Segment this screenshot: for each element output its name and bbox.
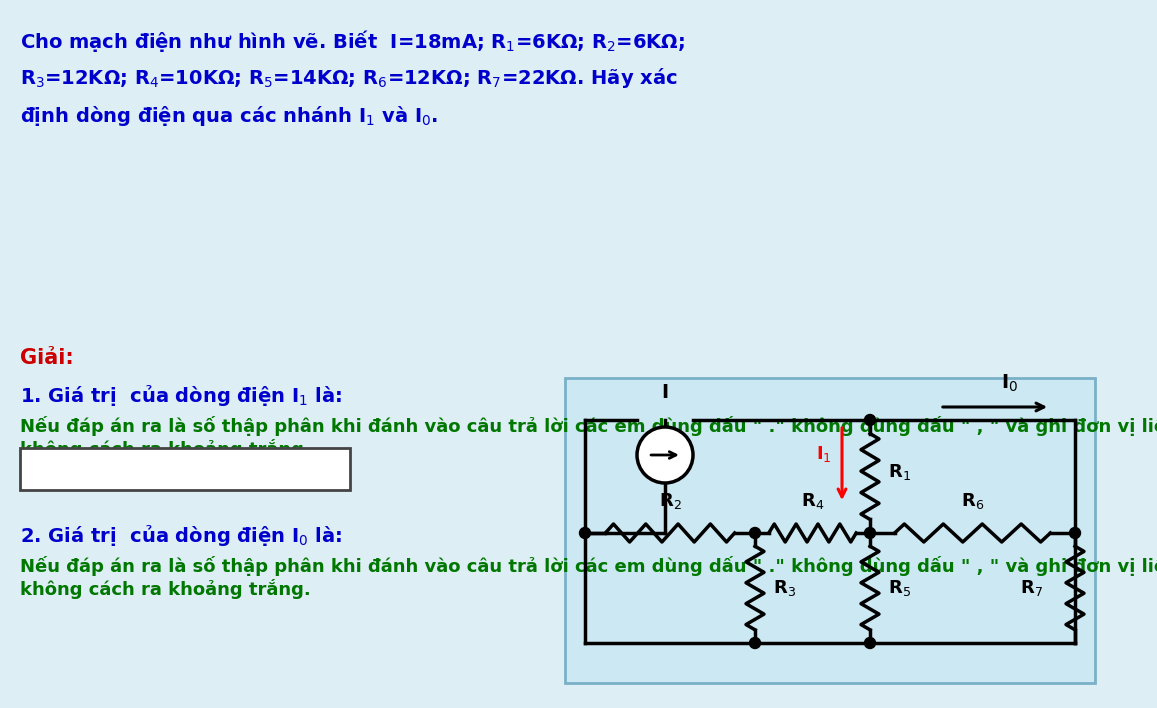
Text: I: I <box>662 383 669 402</box>
Circle shape <box>864 414 876 426</box>
Circle shape <box>864 637 876 649</box>
Text: R$_1$: R$_1$ <box>889 462 911 481</box>
Circle shape <box>1069 527 1081 539</box>
Text: I$_0$: I$_0$ <box>1002 372 1018 394</box>
Text: định dòng điện qua các nhánh I$_1$ và I$_0$.: định dòng điện qua các nhánh I$_1$ và I$… <box>20 104 439 128</box>
Text: R$_2$: R$_2$ <box>658 491 681 511</box>
Circle shape <box>750 637 760 649</box>
Text: 2. Giá trị  của dòng điện I$_0$ là:: 2. Giá trị của dòng điện I$_0$ là: <box>20 523 342 548</box>
Text: R$_7$: R$_7$ <box>1020 578 1042 598</box>
Text: Cho mạch điện như hình vẽ. Biết  I=18mA; R$_1$=6KΩ; R$_2$=6KΩ;: Cho mạch điện như hình vẽ. Biết I=18mA; … <box>20 28 685 54</box>
Text: Nếu đáp án ra là số thập phân khi đánh vào câu trả lời các em dùng dấu " ." khôn: Nếu đáp án ra là số thập phân khi đánh v… <box>20 556 1157 599</box>
Circle shape <box>750 527 760 539</box>
Text: R$_4$: R$_4$ <box>801 491 824 511</box>
Bar <box>565 378 1095 683</box>
Text: Nếu đáp án ra là số thập phân khi đánh vào câu trả lời các em dùng dấu " ." khôn: Nếu đáp án ra là số thập phân khi đánh v… <box>20 416 1157 459</box>
Circle shape <box>864 527 876 539</box>
Text: 1. Giá trị  của dòng điện I$_1$ là:: 1. Giá trị của dòng điện I$_1$ là: <box>20 383 342 408</box>
Text: R$_5$: R$_5$ <box>889 578 911 598</box>
Circle shape <box>638 427 693 483</box>
Circle shape <box>580 527 590 539</box>
Text: R$_3$=12KΩ; R$_4$=10KΩ; R$_5$=14KΩ; R$_6$=12KΩ; R$_7$=22KΩ. Hãy xác: R$_3$=12KΩ; R$_4$=10KΩ; R$_5$=14KΩ; R$_6… <box>20 66 678 90</box>
Text: I$_1$: I$_1$ <box>816 444 832 464</box>
Text: R$_6$: R$_6$ <box>960 491 985 511</box>
Text: R$_3$: R$_3$ <box>773 578 796 598</box>
Text: Giải:: Giải: <box>20 348 74 368</box>
Bar <box>20 448 351 490</box>
